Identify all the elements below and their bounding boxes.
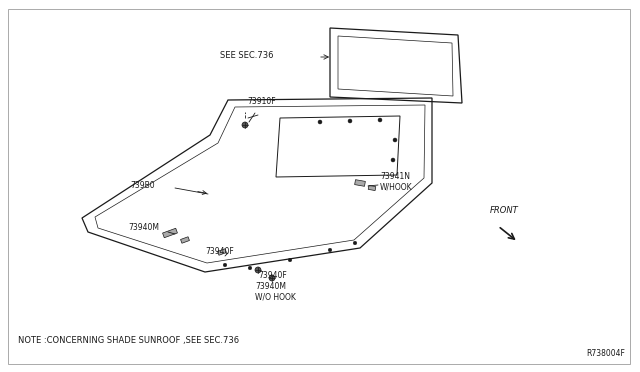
- Circle shape: [391, 158, 395, 162]
- Circle shape: [242, 122, 248, 128]
- Text: 73940M
W/O HOOK: 73940M W/O HOOK: [255, 282, 296, 302]
- Text: 73941N
W/HOOK: 73941N W/HOOK: [380, 172, 413, 192]
- Polygon shape: [368, 185, 376, 190]
- Text: 73940F: 73940F: [258, 270, 287, 279]
- Circle shape: [248, 266, 252, 270]
- Text: NOTE :CONCERNING SHADE SUNROOF ,SEE SEC.736: NOTE :CONCERNING SHADE SUNROOF ,SEE SEC.…: [18, 336, 239, 345]
- Polygon shape: [218, 249, 227, 255]
- Polygon shape: [163, 228, 177, 238]
- Circle shape: [378, 118, 382, 122]
- Text: 73940M: 73940M: [128, 224, 159, 232]
- Polygon shape: [355, 180, 365, 186]
- Text: 739B0: 739B0: [130, 180, 155, 189]
- Circle shape: [348, 119, 352, 123]
- Circle shape: [223, 263, 227, 267]
- Polygon shape: [180, 237, 189, 243]
- Text: 73940F: 73940F: [205, 247, 234, 257]
- Circle shape: [328, 248, 332, 252]
- Text: FRONT: FRONT: [490, 206, 519, 215]
- Circle shape: [318, 120, 322, 124]
- Circle shape: [353, 241, 357, 245]
- Text: R738004F: R738004F: [586, 349, 625, 358]
- Text: 73910F: 73910F: [247, 97, 276, 106]
- Circle shape: [269, 275, 275, 281]
- Circle shape: [393, 138, 397, 142]
- Text: SEE SEC.736: SEE SEC.736: [220, 51, 273, 60]
- Circle shape: [288, 258, 292, 262]
- Circle shape: [255, 267, 261, 273]
